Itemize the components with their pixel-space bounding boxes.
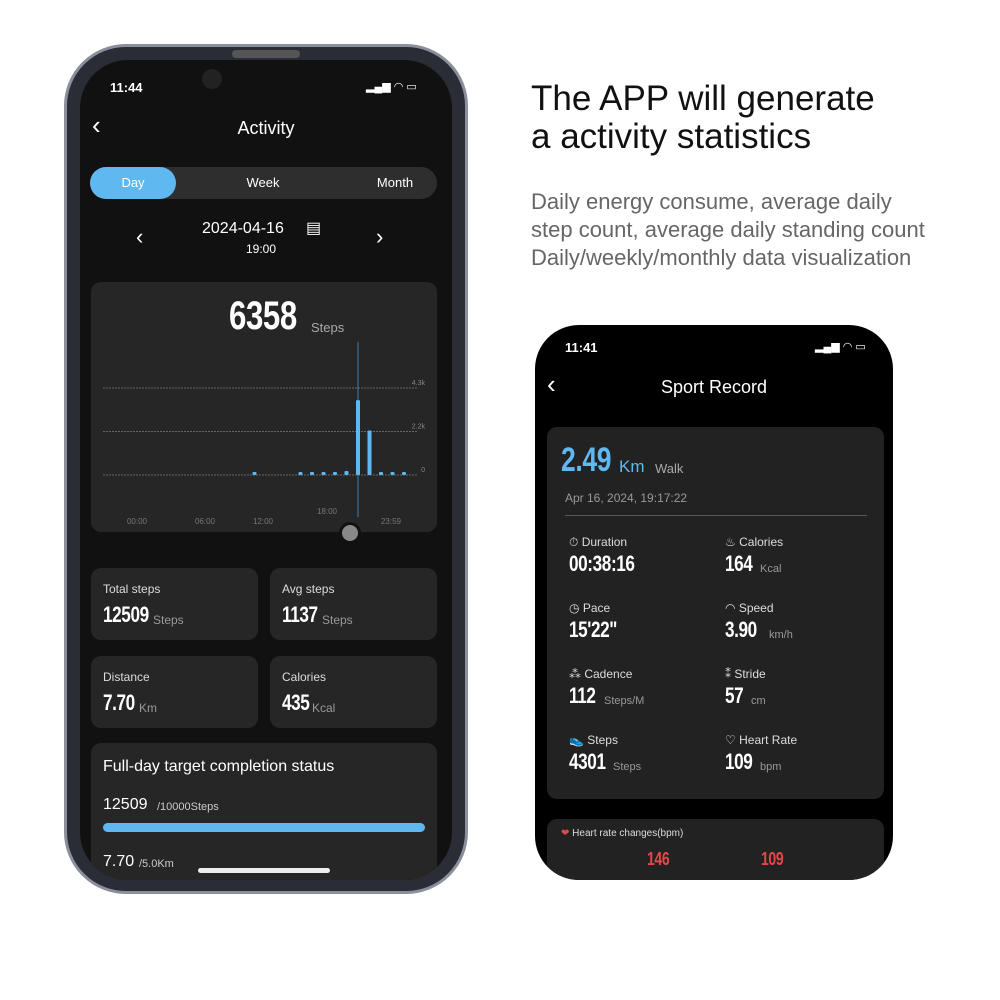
subtitle: Daily energy consume, average daily step… <box>531 189 925 270</box>
bar <box>402 472 406 475</box>
status-icons: ▂▄▆ ◠ ▭ <box>815 341 866 353</box>
bar <box>356 400 360 475</box>
shoe-icon: 👟 <box>569 733 584 747</box>
hourly-steps-chart[interactable]: 4.3k 2.2k 0 00:00 06:00 12:00 18:00 23:59 <box>91 282 437 532</box>
stat-total-steps: Total steps 12509 Steps <box>91 568 258 640</box>
bar <box>321 472 326 475</box>
hr-avg: 109 <box>761 849 784 869</box>
period-tabs: Day Week Month <box>90 167 437 199</box>
timer-icon: ◷ <box>569 601 580 615</box>
bar <box>252 472 257 475</box>
time-label: 19:00 <box>246 242 277 256</box>
home-indicator <box>198 868 330 873</box>
divider <box>565 515 867 516</box>
bar <box>310 472 314 475</box>
camera <box>202 69 222 89</box>
page-title: Activity <box>237 118 295 138</box>
stat-calories: Calories 435 Kcal <box>270 656 437 728</box>
steps-value: 6358 <box>229 294 297 338</box>
flame-icon: ♨ <box>725 535 736 549</box>
y-tick-label: 2.2k <box>412 424 426 431</box>
bar <box>344 470 349 475</box>
y-tick-label: 4.3k <box>412 380 426 387</box>
stride-icon: ⁑ <box>725 667 731 681</box>
target-title: Full-day target completion status <box>103 758 335 775</box>
status-icons: ▂▄▆ ◠ ▭ <box>366 81 417 93</box>
headline: The APP will generate a activity statist… <box>531 79 875 156</box>
stat-avg-steps: Avg steps 1137 Steps <box>270 568 437 640</box>
bar <box>298 472 303 475</box>
steps-progress-bar <box>103 823 425 832</box>
back-icon[interactable]: ‹ <box>92 110 101 140</box>
y-tick-label: 0 <box>421 467 425 474</box>
x-tick-label: 00:00 <box>127 517 148 526</box>
steps-chart-card: 6358 Steps 4.3k 2.2k 0 00:00 06:00 12:00 18:00… <box>91 282 437 532</box>
heart-rate-chart-card: ❤ Heart rate changes(bpm) 146 109 <box>547 819 884 880</box>
x-tick-label: 23:59 <box>381 517 402 526</box>
sport-summary-card: 2.49 Km Walk Apr 16, 2024, 19:17:22 ⏱ Du… <box>547 427 884 799</box>
prev-date-button[interactable]: ‹ <box>136 224 144 249</box>
footprints-icon: ⁂ <box>569 667 581 681</box>
calendar-icon[interactable]: ▤ <box>306 220 322 237</box>
date-label: 2024-04-16 <box>202 220 284 237</box>
status-time: 11:44 <box>110 80 143 95</box>
speaker <box>232 50 300 58</box>
chart-scrubber-handle[interactable] <box>339 522 361 544</box>
tab-month[interactable]: Month <box>376 175 414 190</box>
tab-day[interactable]: Day <box>90 167 176 199</box>
x-tick-label: 18:00 <box>317 507 338 516</box>
heart-icon: ♡ <box>725 733 736 747</box>
status-time: 11:41 <box>565 340 598 355</box>
activity-screen: 11:44 ▂▄▆ ◠ ▭ ‹ Activity Day Week Month … <box>80 60 452 880</box>
x-tick-label: 12:00 <box>253 517 274 526</box>
back-icon[interactable]: ‹ <box>547 369 556 399</box>
heart-icon: ❤ <box>561 828 570 839</box>
steps-unit: Steps <box>311 320 345 335</box>
next-date-button[interactable]: › <box>376 224 384 249</box>
x-tick-label: 06:00 <box>195 517 216 526</box>
stopwatch-icon: ⏱ <box>569 535 579 549</box>
stat-distance: Distance 7.70 Km <box>91 656 258 728</box>
bar <box>333 472 337 475</box>
target-completion-card: Full-day target completion status 12509 … <box>91 743 437 880</box>
bar <box>367 430 372 475</box>
bar <box>379 472 383 475</box>
speedometer-icon: ◠ <box>725 601 736 615</box>
page-title: Sport Record <box>660 377 768 397</box>
hr-max: 146 <box>647 849 670 869</box>
tab-week[interactable]: Week <box>246 175 280 190</box>
bar <box>390 472 395 475</box>
sport-record-screen: 11:41 ▂▄▆ ◠ ▭ ‹ Sport Record 2.49 Km Wal… <box>535 325 893 880</box>
